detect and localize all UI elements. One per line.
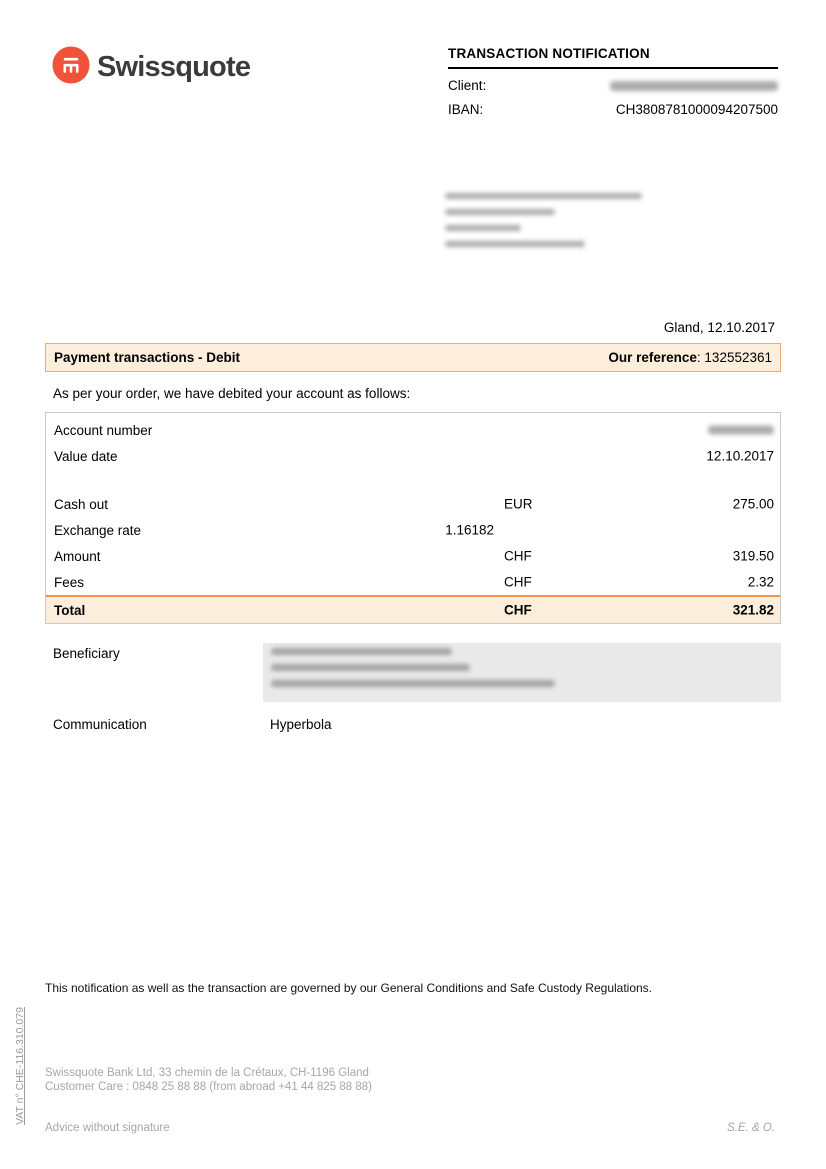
redacted-address-block: [445, 193, 642, 257]
row-rate: 1.16182: [445, 522, 494, 538]
intro-sentence: As per your order, we have debited your …: [53, 386, 411, 401]
communication-label: Communication: [53, 717, 147, 732]
our-reference: Our reference: 132552361: [608, 350, 772, 365]
redacted-address-line: [445, 241, 585, 247]
redacted-beneficiary-line: [271, 680, 555, 687]
row-currency: EUR: [504, 496, 533, 512]
iban-row: IBAN: CH3808781000094207500: [448, 102, 778, 117]
row-value: 2.32: [747, 574, 774, 590]
client-row: Client:: [448, 78, 778, 93]
row-value: 275.00: [732, 496, 774, 512]
communication-value: Hyperbola: [270, 717, 332, 732]
seo-note: S.E. & O.: [727, 1122, 775, 1134]
iban-label: IBAN:: [448, 102, 484, 117]
redacted-beneficiary-line: [271, 664, 470, 671]
reference-value: : 132552361: [696, 350, 772, 365]
table-row-cash-out: Cash out EUR 275.00: [46, 491, 780, 517]
row-value: 12.10.2017: [706, 448, 774, 464]
transaction-table: Account number Value date 12.10.2017 Cas…: [45, 412, 781, 624]
advice-note: Advice without signature: [45, 1122, 170, 1134]
row-currency: CHF: [504, 574, 532, 590]
redacted-client-value: [610, 80, 778, 91]
table-row-account-number: Account number: [46, 417, 780, 443]
redacted-address-line: [445, 193, 642, 199]
swissquote-logo: Swissquote: [52, 46, 251, 89]
legal-sentence: This notification as well as the transac…: [45, 981, 653, 995]
footer-bottom-row: Advice without signature S.E. & O.: [45, 1122, 775, 1134]
redacted-beneficiary-line: [271, 648, 452, 655]
redacted-account-number: [708, 425, 774, 435]
swissquote-logo-icon: [52, 46, 90, 89]
title-divider: [448, 67, 778, 69]
reference-label: Our reference: [608, 350, 697, 365]
vat-number-vertical: VAT n° CHE-116.310.079: [14, 1007, 26, 1125]
footer-customer-care: Customer Care : 0848 25 88 88 (from abro…: [45, 1080, 372, 1093]
row-label: Total: [54, 602, 86, 618]
table-row-total: Total CHF 321.82: [46, 595, 780, 623]
table-row-exchange-rate: Exchange rate 1.16182: [46, 517, 780, 543]
table-row-value-date: Value date 12.10.2017: [46, 443, 780, 469]
table-spacer: [46, 469, 780, 491]
iban-value: CH3808781000094207500: [615, 102, 778, 117]
redacted-address-line: [445, 225, 521, 231]
beneficiary-label: Beneficiary: [53, 646, 120, 661]
footer-address: Swissquote Bank Ltd, 33 chemin de la Cré…: [45, 1067, 369, 1079]
row-label: Account number: [54, 422, 153, 438]
table-row-fees: Fees CHF 2.32: [46, 569, 780, 595]
swissquote-wordmark: Swissquote: [97, 51, 251, 83]
redacted-beneficiary-box: [263, 643, 781, 702]
row-currency: CHF: [504, 602, 532, 618]
document-title: TRANSACTION NOTIFICATION: [448, 46, 650, 61]
row-value: 319.50: [732, 548, 774, 564]
row-label: Value date: [54, 448, 118, 464]
document-header: TRANSACTION NOTIFICATION Client: IBAN: C…: [448, 46, 778, 117]
payment-banner: Payment transactions - Debit Our referen…: [45, 343, 781, 372]
place-date: Gland, 12.10.2017: [663, 320, 775, 335]
row-label: Cash out: [54, 496, 109, 512]
row-label: Exchange rate: [54, 522, 142, 538]
footer-contact: Swissquote Bank Ltd, 33 chemin de la Cré…: [45, 1067, 372, 1094]
redacted-address-line: [445, 209, 555, 215]
client-label: Client:: [448, 78, 487, 93]
row-value: 321.82: [732, 602, 774, 618]
row-label: Fees: [54, 574, 85, 590]
row-label: Amount: [54, 548, 101, 564]
banner-title: Payment transactions - Debit: [54, 350, 241, 365]
table-row-amount: Amount CHF 319.50: [46, 543, 780, 569]
row-currency: CHF: [504, 548, 532, 564]
